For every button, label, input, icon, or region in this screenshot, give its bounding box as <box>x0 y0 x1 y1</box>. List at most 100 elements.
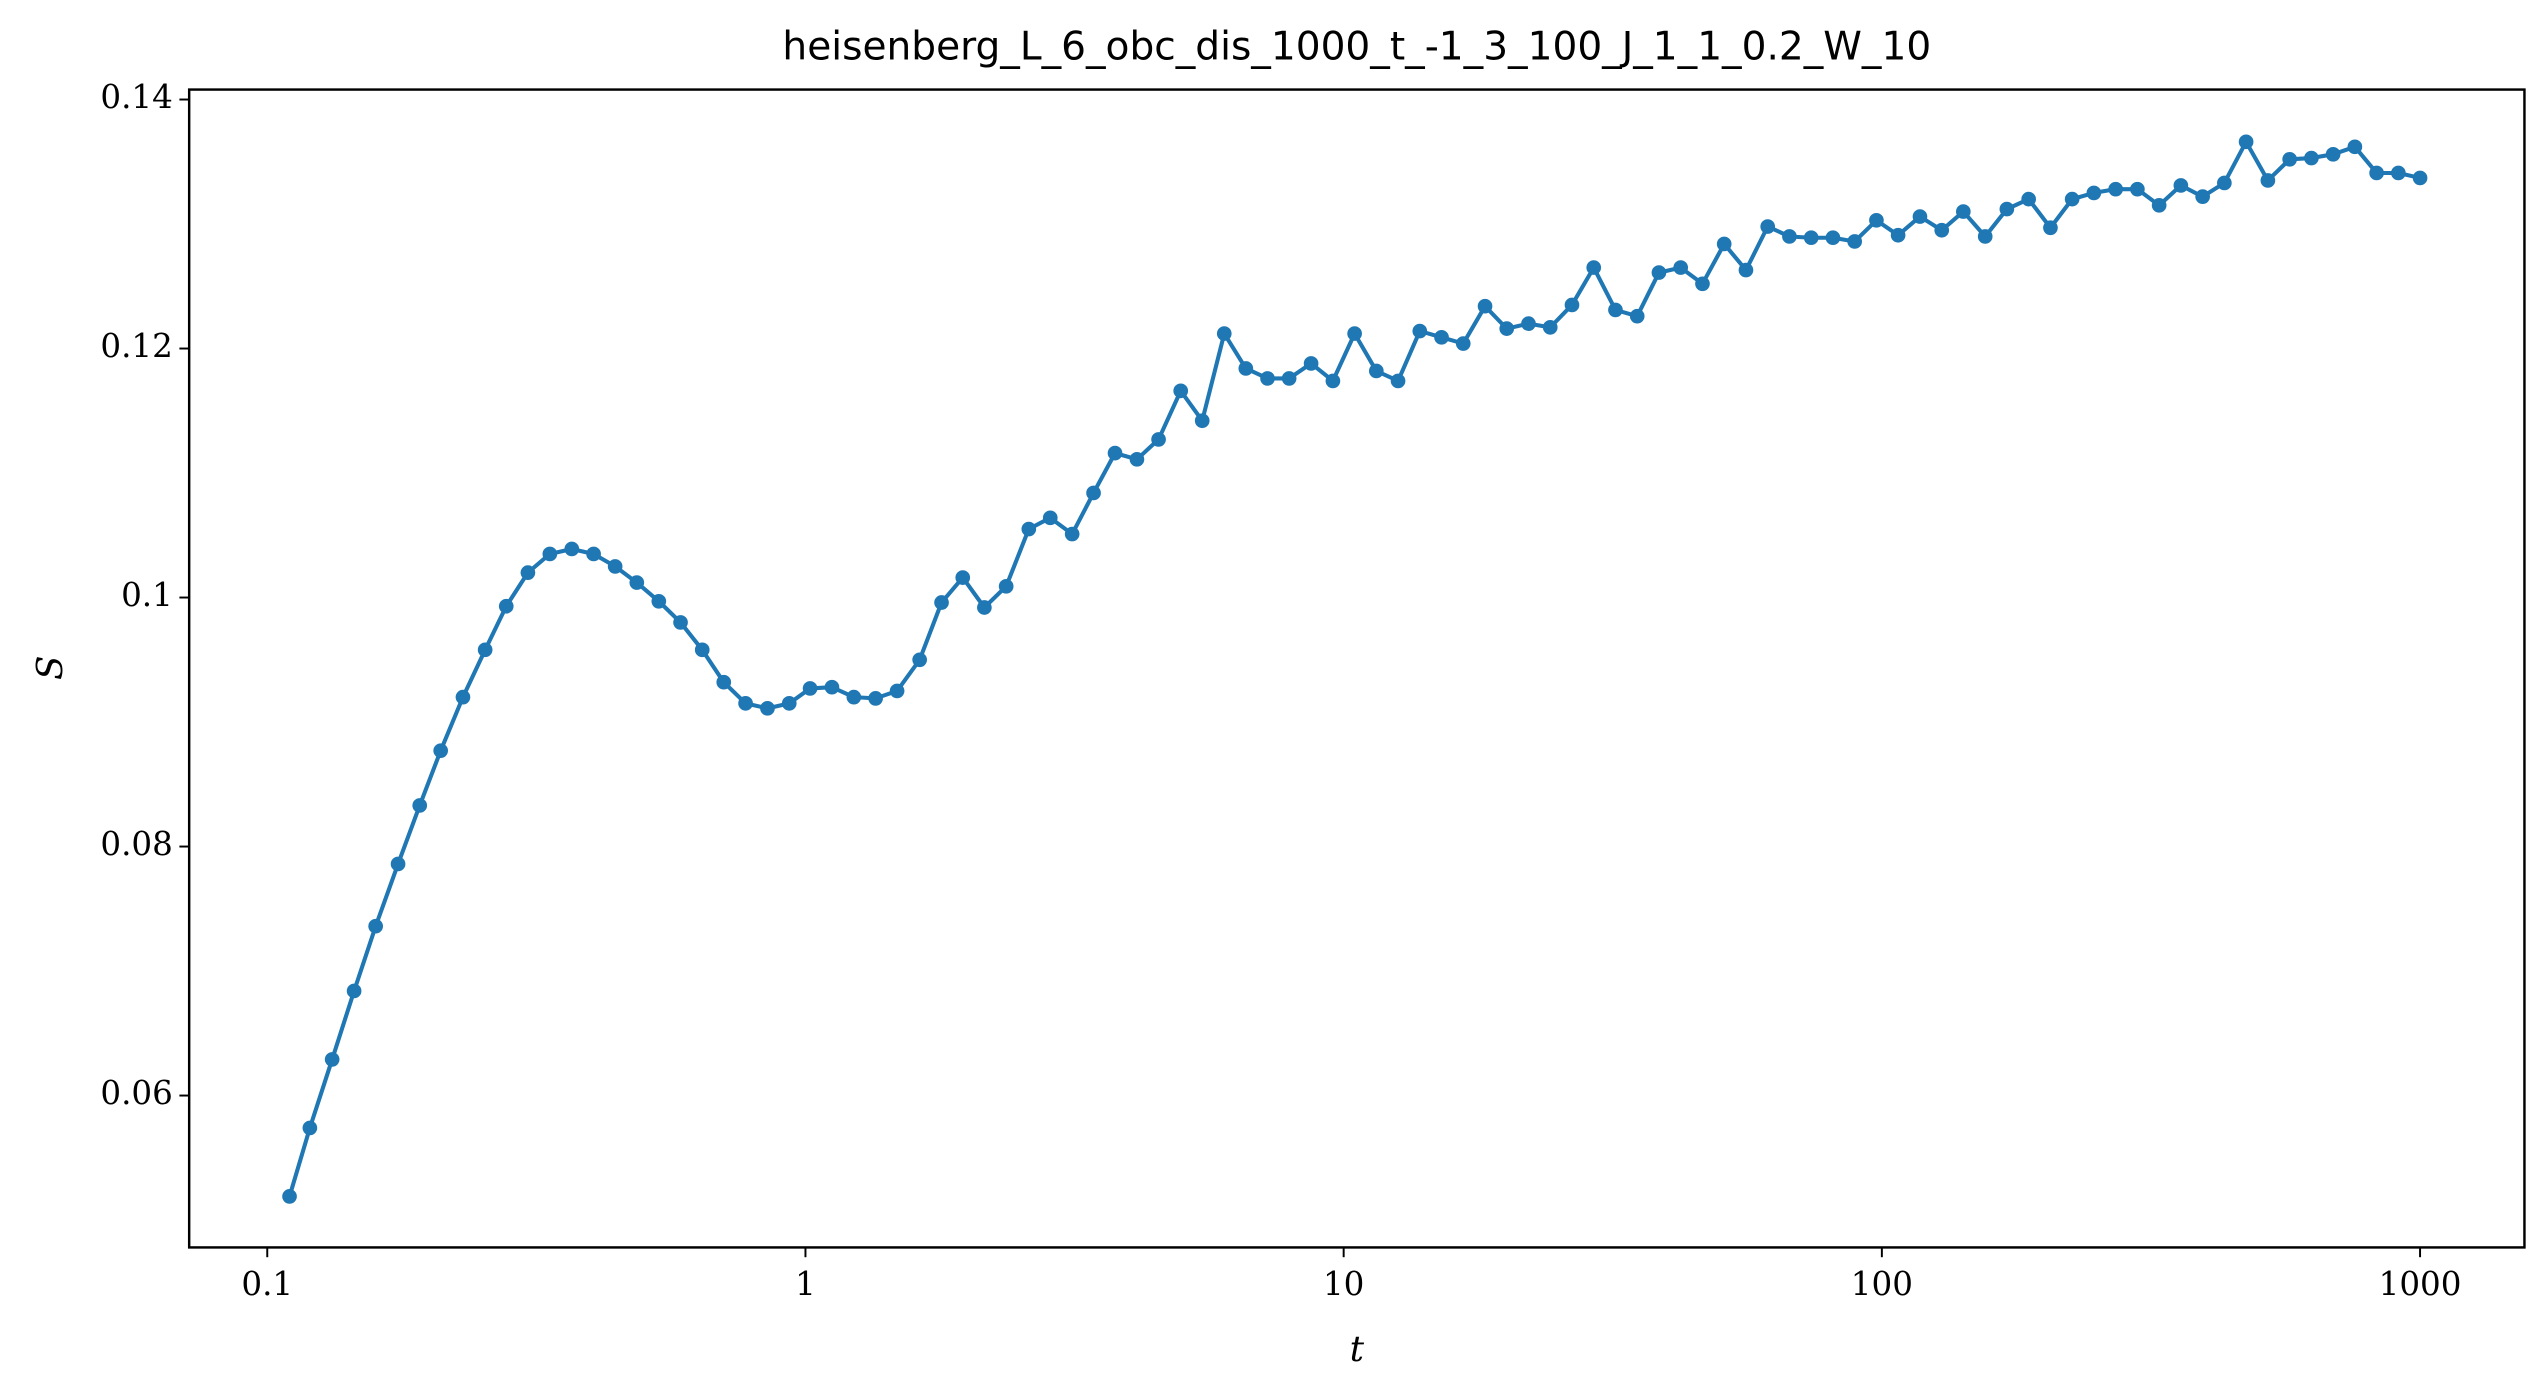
x-tick-label: 100 <box>1851 1265 1913 1303</box>
data-point <box>2260 173 2276 188</box>
data-point <box>716 674 732 690</box>
data-point <box>2217 175 2232 191</box>
data-point <box>1042 510 1058 526</box>
data-point <box>802 681 818 696</box>
y-tick-label: 0.14 <box>100 78 173 116</box>
data-point <box>498 598 514 614</box>
x-tick-label: 1 <box>795 1265 816 1303</box>
data-point <box>2108 181 2123 197</box>
data-point <box>1955 204 1971 219</box>
data-point <box>651 593 667 609</box>
data-point <box>760 701 775 716</box>
data-point <box>1173 383 1189 399</box>
data-point <box>1303 356 1319 371</box>
data-point <box>324 1052 340 1067</box>
data-point <box>433 743 449 759</box>
data-point <box>781 696 797 711</box>
data-point <box>1086 485 1101 501</box>
data-point <box>302 1120 318 1136</box>
data-point <box>1281 371 1297 386</box>
data-point <box>1216 326 1232 341</box>
data-point <box>1803 230 1819 246</box>
data-point <box>1564 297 1580 313</box>
data-point <box>2130 181 2145 197</box>
data-point <box>934 595 949 610</box>
data-point <box>1847 234 1863 249</box>
x-tick-label: 1000 <box>2379 1265 2462 1303</box>
data-point <box>1434 329 1449 345</box>
data-point <box>1586 260 1602 275</box>
y-tick-label: 0.1 <box>121 576 173 614</box>
data-point <box>1390 373 1406 389</box>
data-point <box>1107 445 1123 461</box>
data-point <box>1782 229 1797 244</box>
data-point <box>346 983 362 999</box>
data-point <box>586 546 601 562</box>
y-axis-label: S <box>30 655 71 680</box>
data-point <box>1238 361 1254 376</box>
x-tick-label: 0.1 <box>241 1265 293 1303</box>
data-point <box>629 575 645 590</box>
data-point <box>1651 265 1667 280</box>
data-point <box>998 579 1014 594</box>
data-point <box>694 642 710 658</box>
data-point <box>1021 521 1037 537</box>
data-point <box>477 642 493 658</box>
data-point <box>1194 413 1210 429</box>
data-point <box>1934 222 1950 238</box>
data-point <box>2043 220 2058 236</box>
data-point <box>1325 373 1341 389</box>
data-point <box>2151 198 2167 213</box>
data-point <box>2325 146 2341 162</box>
data-point <box>412 798 428 813</box>
data-point <box>1716 236 1732 252</box>
data-point <box>1064 526 1080 542</box>
data-point <box>846 689 862 705</box>
data-point <box>1912 209 1928 224</box>
data-point <box>889 683 905 699</box>
data-point <box>1455 336 1471 351</box>
data-point <box>2412 170 2428 186</box>
x-tick-label: 10 <box>1323 1265 1364 1303</box>
data-point <box>955 570 971 585</box>
data-point <box>1760 219 1776 234</box>
data-point <box>2195 189 2210 204</box>
data-point <box>2282 151 2297 167</box>
data-point <box>455 689 471 705</box>
data-point <box>2021 191 2036 207</box>
data-point <box>542 546 558 562</box>
data-point <box>368 918 383 934</box>
data-point <box>2347 139 2363 155</box>
data-point <box>977 600 992 615</box>
data-point <box>2086 185 2102 201</box>
data-point <box>1999 201 2015 217</box>
data-point <box>1890 227 1906 243</box>
data-point <box>1608 302 1623 318</box>
data-point <box>738 696 753 711</box>
data-point <box>2304 150 2319 166</box>
data-point <box>390 856 406 872</box>
data-point <box>1499 321 1515 336</box>
data-point <box>1695 276 1710 292</box>
data-point <box>824 679 840 695</box>
data-point <box>1738 262 1754 278</box>
data-point <box>868 691 883 706</box>
data-point <box>1151 432 1166 447</box>
data-point <box>1347 326 1362 341</box>
data-point <box>673 615 688 630</box>
data-point <box>1825 230 1841 246</box>
data-point <box>1869 212 1884 228</box>
data-point <box>1542 320 1558 335</box>
data-point <box>1260 371 1275 386</box>
data-point <box>2173 178 2189 193</box>
data-point <box>607 559 623 574</box>
data-point <box>1129 452 1145 467</box>
y-tick-label: 0.06 <box>100 1074 173 1112</box>
data-point <box>1673 260 1689 275</box>
chart-title: heisenberg_L_6_obc_dis_1000_t_-1_3_100_J… <box>782 24 1931 69</box>
data-point <box>1477 298 1493 314</box>
data-point <box>282 1189 297 1204</box>
data-point <box>912 652 927 668</box>
